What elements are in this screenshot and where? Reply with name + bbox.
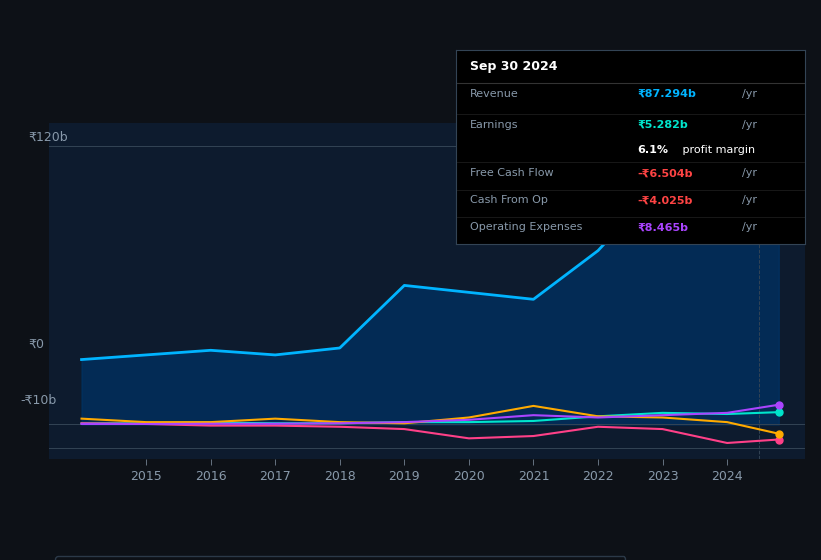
Text: ₹0: ₹0: [29, 338, 44, 351]
Text: ₹120b: ₹120b: [29, 130, 68, 144]
Legend: Revenue, Earnings, Free Cash Flow, Cash From Op, Operating Expenses: Revenue, Earnings, Free Cash Flow, Cash …: [55, 556, 625, 560]
Text: ₹5.282b: ₹5.282b: [637, 120, 688, 130]
Text: Operating Expenses: Operating Expenses: [470, 222, 582, 232]
Text: Sep 30 2024: Sep 30 2024: [470, 60, 557, 73]
Text: Free Cash Flow: Free Cash Flow: [470, 168, 553, 178]
Text: /yr: /yr: [742, 168, 757, 178]
Text: ₹8.465b: ₹8.465b: [637, 222, 688, 232]
Text: ₹87.294b: ₹87.294b: [637, 89, 696, 99]
Text: -₹6.504b: -₹6.504b: [637, 168, 693, 178]
Text: Earnings: Earnings: [470, 120, 518, 130]
Text: profit margin: profit margin: [679, 145, 755, 155]
Text: -₹10b: -₹10b: [21, 394, 57, 407]
Text: /yr: /yr: [742, 222, 757, 232]
Text: 6.1%: 6.1%: [637, 145, 668, 155]
Text: -₹4.025b: -₹4.025b: [637, 195, 692, 206]
Text: /yr: /yr: [742, 195, 757, 206]
Text: Cash From Op: Cash From Op: [470, 195, 548, 206]
Text: /yr: /yr: [742, 120, 757, 130]
Text: /yr: /yr: [742, 89, 757, 99]
Text: Revenue: Revenue: [470, 89, 518, 99]
